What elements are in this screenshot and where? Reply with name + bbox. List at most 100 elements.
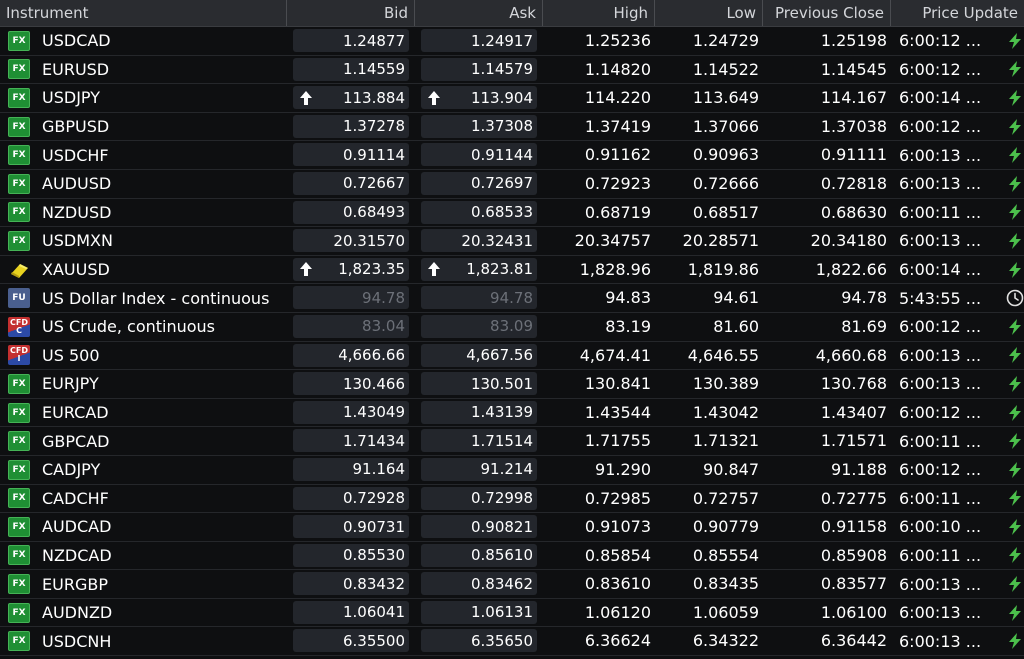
ask-cell[interactable]: 1.14579 — [415, 56, 543, 84]
ask-cell[interactable]: 94.78 — [415, 284, 543, 312]
column-header-high[interactable]: High — [543, 0, 655, 26]
bid-cell[interactable]: 20.31570 — [287, 227, 415, 255]
ask-price-box[interactable]: 1.06131 — [421, 600, 537, 624]
instrument-cell[interactable]: FX USDMXN — [0, 227, 287, 255]
ask-cell[interactable]: 4,667.56 — [415, 342, 543, 370]
instrument-name[interactable]: USDCNH — [42, 631, 112, 651]
bid-price-box[interactable]: 1.43049 — [293, 400, 409, 424]
bid-price-box[interactable]: 0.68493 — [293, 200, 409, 224]
ask-price-box[interactable]: 0.90821 — [421, 515, 537, 539]
instrument-name[interactable]: AUDUSD — [42, 174, 112, 194]
instrument-cell[interactable]: FX GBPCAD — [0, 427, 287, 455]
bid-price-box[interactable]: 0.90731 — [293, 515, 409, 539]
column-header-instrument[interactable]: Instrument — [0, 0, 287, 26]
instrument-cell[interactable]: FX USDCHF — [0, 141, 287, 169]
ask-cell[interactable]: 0.72697 — [415, 170, 543, 198]
bid-cell[interactable]: 1.71434 — [287, 427, 415, 455]
instrument-cell[interactable]: FX CADJPY — [0, 456, 287, 484]
column-header-previous-close[interactable]: Previous Close — [763, 0, 891, 26]
instrument-cell[interactable]: FX CADCHF — [0, 485, 287, 513]
instrument-name[interactable]: GBPUSD — [42, 117, 110, 137]
ask-cell[interactable]: 1.37308 — [415, 113, 543, 141]
instrument-cell[interactable]: CFD I US 500 — [0, 342, 287, 370]
instrument-cell[interactable]: FX AUDCAD — [0, 513, 287, 541]
bid-cell[interactable]: 0.72667 — [287, 170, 415, 198]
instrument-cell[interactable]: FX AUDUSD — [0, 170, 287, 198]
table-row[interactable]: FX AUDNZD 1.06041 1.06131 1.06120 1.0605… — [0, 598, 1024, 628]
table-row[interactable]: CFD C US Crude, continuous 83.04 83.09 83… — [0, 312, 1024, 342]
ask-cell[interactable]: 1.24917 — [415, 27, 543, 55]
ask-price-box[interactable]: 94.78 — [421, 286, 537, 310]
ask-cell[interactable]: 0.72998 — [415, 485, 543, 513]
bid-cell[interactable]: 94.78 — [287, 284, 415, 312]
instrument-name[interactable]: XAUUSD — [42, 260, 110, 280]
instrument-cell[interactable]: FX EURCAD — [0, 399, 287, 427]
ask-cell[interactable]: 0.68533 — [415, 199, 543, 227]
instrument-name[interactable]: EURGBP — [42, 574, 108, 594]
ask-price-box[interactable]: 1.24917 — [421, 29, 537, 52]
instrument-name[interactable]: EURJPY — [42, 374, 99, 394]
bid-cell[interactable]: 1.14559 — [287, 56, 415, 84]
ask-cell[interactable]: 0.85610 — [415, 542, 543, 570]
ask-cell[interactable]: 20.32431 — [415, 227, 543, 255]
column-header-bid[interactable]: Bid — [287, 0, 415, 26]
ask-cell[interactable]: 83.09 — [415, 313, 543, 341]
bid-cell[interactable]: 83.04 — [287, 313, 415, 341]
ask-price-box[interactable]: 1,823.81 — [421, 257, 537, 281]
ask-price-box[interactable]: 83.09 — [421, 314, 537, 338]
ask-price-box[interactable]: 1.71514 — [421, 429, 537, 453]
bid-cell[interactable]: 130.466 — [287, 370, 415, 398]
column-header-low[interactable]: Low — [655, 0, 763, 26]
bid-cell[interactable]: 0.85530 — [287, 542, 415, 570]
instrument-name[interactable]: CADJPY — [42, 460, 101, 480]
bid-cell[interactable]: 6.35500 — [287, 627, 415, 655]
ask-price-box[interactable]: 1.43139 — [421, 400, 537, 424]
table-row[interactable]: FX EURCAD 1.43049 1.43139 1.43544 1.4304… — [0, 398, 1024, 428]
table-row[interactable]: FX NZDCAD 0.85530 0.85610 0.85854 0.8555… — [0, 541, 1024, 571]
ask-cell[interactable]: 6.35650 — [415, 627, 543, 655]
ask-price-box[interactable]: 6.35650 — [421, 629, 537, 653]
bid-price-box[interactable]: 1.37278 — [293, 114, 409, 138]
table-row[interactable]: FX USDCAD 1.24877 1.24917 1.25236 1.2472… — [0, 27, 1024, 56]
bid-price-box[interactable]: 20.31570 — [293, 229, 409, 253]
ask-price-box[interactable]: 113.904 — [421, 86, 537, 110]
instrument-name[interactable]: USDMXN — [42, 231, 113, 251]
instrument-cell[interactable]: FX AUDNZD — [0, 599, 287, 627]
bid-price-box[interactable]: 0.83432 — [293, 572, 409, 596]
column-header-price-update[interactable]: Price Update — [922, 4, 1018, 22]
bid-price-box[interactable]: 91.164 — [293, 457, 409, 481]
instrument-name[interactable]: US Crude, continuous — [42, 317, 216, 337]
bid-cell[interactable]: 0.90731 — [287, 513, 415, 541]
bid-price-box[interactable]: 1.24877 — [293, 29, 409, 52]
ask-cell[interactable]: 1.43139 — [415, 399, 543, 427]
table-row[interactable]: FX EURUSD 1.14559 1.14579 1.14820 1.1452… — [0, 55, 1024, 85]
table-row[interactable]: FX CADCHF 0.72928 0.72998 0.72985 0.7275… — [0, 484, 1024, 514]
ask-cell[interactable]: 1,823.81 — [415, 256, 543, 284]
instrument-name[interactable]: EURCAD — [42, 403, 109, 423]
bid-price-box[interactable]: 130.466 — [293, 372, 409, 396]
ask-cell[interactable]: 0.90821 — [415, 513, 543, 541]
instrument-name[interactable]: USDJPY — [42, 88, 100, 108]
instrument-cell[interactable]: FX EURGBP — [0, 570, 287, 598]
instrument-cell[interactable]: FX EURJPY — [0, 370, 287, 398]
instrument-name[interactable]: AUDNZD — [42, 603, 113, 623]
table-row[interactable]: FX USDMXN 20.31570 20.32431 20.34757 20.… — [0, 227, 1024, 256]
bid-price-box[interactable]: 1.71434 — [293, 429, 409, 453]
instrument-name[interactable]: USDCAD — [42, 31, 111, 51]
instrument-cell[interactable]: FX EURUSD — [0, 56, 287, 84]
ask-price-box[interactable]: 0.91144 — [421, 143, 537, 167]
table-row[interactable]: FX GBPUSD 1.37278 1.37308 1.37419 1.3706… — [0, 112, 1024, 142]
bid-price-box[interactable]: 0.91114 — [293, 143, 409, 167]
bid-price-box[interactable]: 0.72667 — [293, 171, 409, 195]
instrument-name[interactable]: NZDUSD — [42, 202, 112, 222]
instrument-cell[interactable]: FX GBPUSD — [0, 113, 287, 141]
table-row[interactable]: FX USDCHF 0.91114 0.91144 0.91162 0.9096… — [0, 141, 1024, 170]
instrument-cell[interactable]: FX NZDUSD — [0, 199, 287, 227]
table-row[interactable]: XAUUSD 1,823.35 1,823.81 1,828.96 1,819.… — [0, 255, 1024, 285]
bid-cell[interactable]: 0.68493 — [287, 199, 415, 227]
bid-cell[interactable]: 1.24877 — [287, 27, 415, 55]
instrument-cell[interactable]: FU US Dollar Index - continuous — [0, 284, 287, 312]
ask-price-box[interactable]: 20.32431 — [421, 229, 537, 253]
ask-cell[interactable]: 113.904 — [415, 84, 543, 112]
instrument-cell[interactable]: FX NZDCAD — [0, 542, 287, 570]
